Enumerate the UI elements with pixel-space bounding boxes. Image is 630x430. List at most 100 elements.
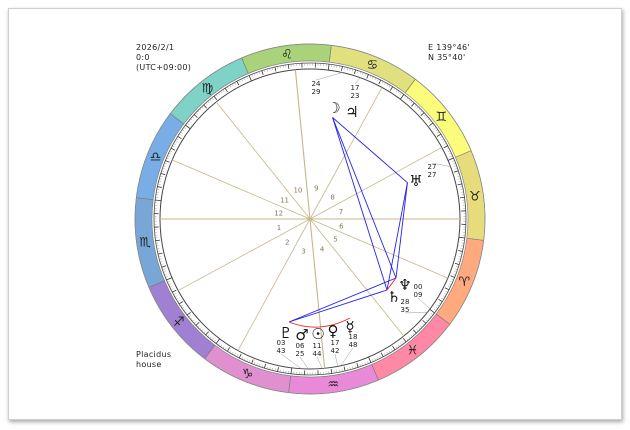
degree-tick (231, 351, 234, 355)
degree-tick (441, 138, 444, 141)
degree-tick (456, 173, 460, 175)
degree-tick (378, 79, 382, 85)
house-cusp-line-8 (309, 147, 443, 220)
degree-tick (193, 321, 197, 324)
leo-sign-icon: ♌︎ (281, 48, 293, 63)
degree-tick (155, 239, 161, 242)
degree-tick (392, 345, 396, 351)
degree-tick (437, 131, 440, 134)
degree-tick (359, 364, 362, 367)
degree-tick (218, 92, 220, 95)
degree-tick (201, 106, 204, 109)
venus-minute: 42 (331, 347, 340, 355)
degree-tick (397, 344, 400, 347)
degree-tick (203, 104, 207, 109)
degree-tick (188, 120, 191, 123)
degree-tick (427, 118, 430, 121)
degree-tick (253, 362, 256, 365)
degree-tick (229, 85, 232, 88)
capricorn-sign-icon: ♑︎ (242, 367, 254, 382)
house-number-1: 1 (277, 224, 281, 232)
degree-tick (413, 329, 417, 334)
degree-tick (203, 331, 206, 334)
degree-tick (441, 297, 444, 300)
degree-tick (402, 338, 407, 343)
house-number-11: 11 (280, 197, 289, 205)
degree-tick (454, 262, 460, 265)
degree-tick (444, 143, 447, 145)
degree-tick (248, 75, 252, 82)
degree-tick (440, 136, 443, 138)
degree-tick (226, 347, 231, 352)
house-number-8: 8 (330, 193, 334, 201)
saturn-icon: ♄ (387, 288, 400, 306)
degree-tick (199, 108, 202, 111)
degree-tick (197, 325, 200, 328)
degree-tick (458, 178, 461, 180)
house-number-9: 9 (314, 185, 318, 193)
pluto-icon: ♇ (279, 324, 292, 342)
degree-tick (368, 356, 372, 363)
degree-tick (176, 297, 179, 300)
degree-tick (414, 104, 417, 107)
degree-tick (258, 71, 261, 74)
degree-tick (209, 336, 212, 339)
degree-tick (170, 288, 174, 291)
degree-tick (438, 302, 441, 305)
degree-tick (215, 94, 218, 97)
degree-tick (192, 319, 195, 322)
neptune-degree: 00 (414, 283, 423, 291)
degree-tick (427, 317, 430, 320)
degree-tick (438, 298, 443, 303)
degree-tick (172, 289, 177, 293)
house-cusp-line-2 (177, 218, 311, 291)
degree-tick (159, 175, 163, 177)
house-cusp-line-4 (309, 218, 326, 369)
degree-tick (330, 368, 333, 374)
cancer-sign-icon: ♋︎ (367, 58, 379, 73)
degree-tick (343, 366, 346, 372)
degree-tick (395, 89, 398, 92)
mars-leader-line (299, 356, 309, 370)
degree-tick (453, 273, 456, 276)
degree-tick (410, 334, 413, 337)
uranus-leader-line (431, 162, 451, 167)
timezone-text: (UTC+09:00) (136, 63, 192, 72)
degree-tick (453, 170, 459, 173)
degree-tick (341, 369, 343, 372)
degree-tick (238, 353, 242, 359)
degree-tick (359, 71, 362, 74)
house-cusp-line-5 (309, 218, 405, 337)
degree-tick (183, 309, 186, 311)
degree-tick (157, 252, 163, 255)
degree-tick (391, 349, 393, 352)
degree-tick (435, 129, 438, 132)
sun-minute: 44 (313, 350, 322, 358)
degree-tick (429, 315, 432, 318)
venus-degree: 17 (331, 339, 340, 347)
degree-tick (186, 311, 191, 316)
degree-tick (447, 150, 451, 152)
degree-tick (425, 116, 428, 119)
degree-tick (190, 118, 193, 121)
aspect-line-uranus-saturn (386, 182, 408, 291)
birth-datetime: 2026/2/1 0:0 (UTC+09:00) (136, 43, 191, 73)
degree-tick (158, 255, 162, 257)
degree-tick (185, 311, 188, 314)
degree-tick (177, 135, 182, 140)
degree-tick (386, 351, 389, 355)
degree-tick (169, 286, 173, 288)
degree-tick (445, 290, 448, 293)
degree-tick (241, 356, 243, 360)
degree-tick (157, 186, 162, 188)
scorpio-sign-icon: ♏︎ (139, 236, 151, 251)
house-cusp-line-12 (171, 159, 311, 220)
degree-tick (173, 293, 176, 295)
degree-tick (163, 165, 166, 167)
aspect-line-neptune-saturn (386, 277, 397, 291)
degree-tick (416, 329, 419, 332)
degree-tick (207, 334, 210, 337)
saturn-degree: 28 (401, 298, 410, 306)
degree-tick (231, 83, 234, 87)
degree-tick (168, 283, 171, 286)
